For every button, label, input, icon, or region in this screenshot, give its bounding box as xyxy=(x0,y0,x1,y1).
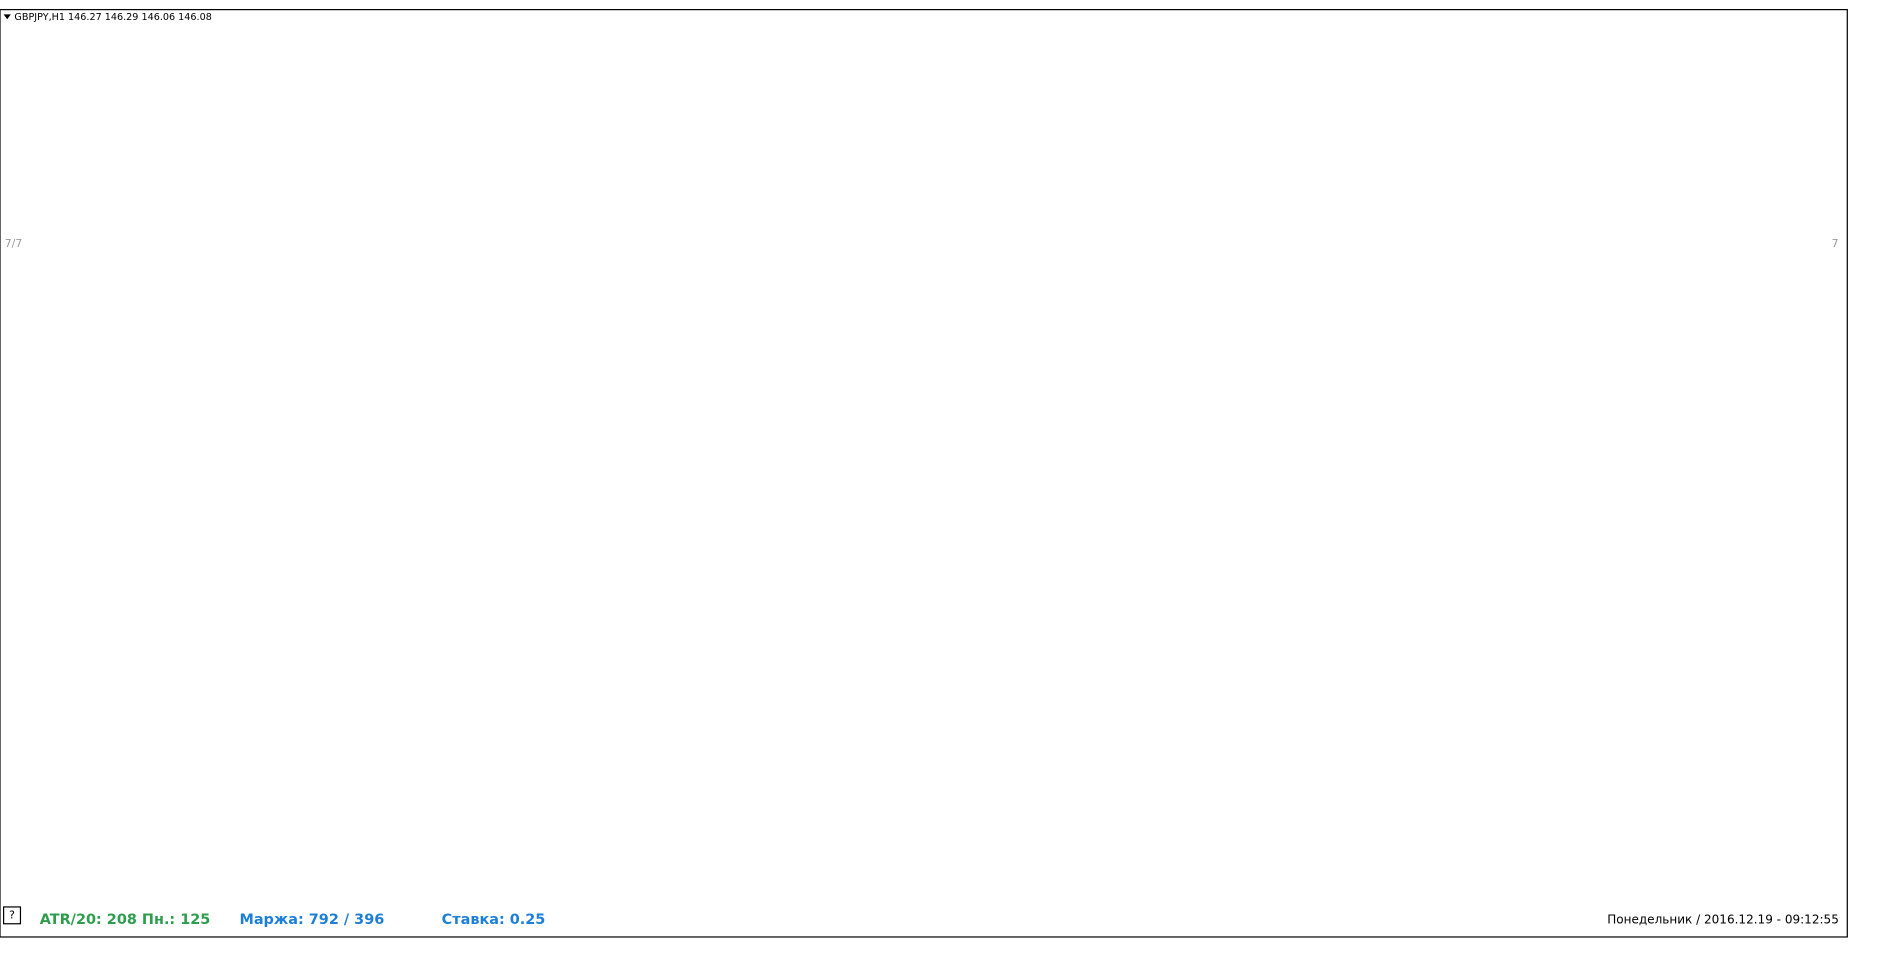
atr-info: ATR/20: 208 Пн.: 125 xyxy=(40,912,211,928)
window-count: 7/7 xyxy=(5,237,22,250)
margin-info: Маржа: 792 / 396 xyxy=(239,912,384,928)
rate-info: Ставка: 0.25 xyxy=(442,912,546,928)
help-button[interactable] xyxy=(3,906,22,925)
window-index: 7 xyxy=(1832,237,1839,250)
datetime-info: Понедельник / 2016.12.19 - 09:12:55 xyxy=(1607,913,1839,927)
symbol-header: GBPJPY,H1 146.27 146.29 146.06 146.08 xyxy=(14,12,211,23)
help-label[interactable]: ? xyxy=(9,908,15,921)
plot-frame xyxy=(0,9,1848,938)
menu-arrow[interactable] xyxy=(3,14,11,20)
